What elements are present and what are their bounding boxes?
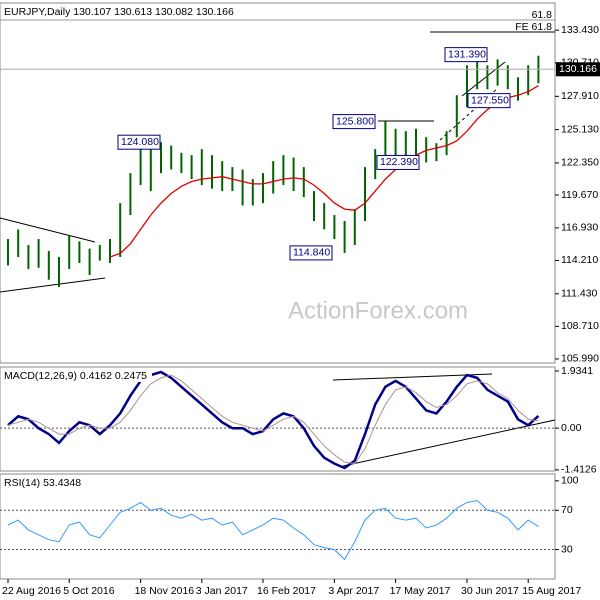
price-annotation: 131.390 xyxy=(448,48,486,60)
panel-title-bg xyxy=(2,5,237,18)
y-tick-label: 0.00 xyxy=(561,422,582,434)
y-tick-label: 116.930 xyxy=(561,222,598,234)
x-tick-label: 3 Jan 2017 xyxy=(196,585,248,597)
macd-panel xyxy=(0,366,556,472)
y-tick-label: -1.4126 xyxy=(561,464,597,476)
price-annotation: 114.840 xyxy=(293,247,330,259)
last-price-label: 130.166 xyxy=(559,63,597,75)
price-annotation-box xyxy=(117,134,161,150)
price-annotation: 127.550 xyxy=(471,94,509,106)
panel-title: MACD(12,26,9) 0.4162 0.2475 xyxy=(4,370,147,382)
price-annotation: 122.390 xyxy=(380,156,418,168)
x-tick-label: 22 Aug 2016 xyxy=(2,585,61,597)
price-annotation: 124.080 xyxy=(121,136,159,148)
fib-label: 61.8 xyxy=(532,9,553,21)
price-annotation-box xyxy=(444,47,488,63)
price-annotation-box xyxy=(289,245,333,261)
x-tick-label: 18 Nov 2016 xyxy=(135,585,195,597)
panel-title: RSI(14) 53.4348 xyxy=(4,477,81,489)
x-tick-label: 17 May 2017 xyxy=(390,585,451,597)
y-tick-label: 30 xyxy=(561,543,573,555)
y-tick-label: 70 xyxy=(561,504,573,516)
y-tick-label: 125.130 xyxy=(561,123,599,135)
indicator-line xyxy=(7,374,539,465)
trendline xyxy=(0,217,96,243)
moving-average xyxy=(109,85,539,258)
y-tick-label: 1.9341 xyxy=(561,365,593,377)
price-panel xyxy=(0,2,556,364)
trendline xyxy=(439,87,499,141)
watermark: ActionForex.com xyxy=(288,297,468,324)
trendline xyxy=(0,277,106,293)
panel-title-bg xyxy=(2,476,152,489)
x-tick-label: 15 Aug 2017 xyxy=(522,585,581,597)
indicator-line xyxy=(7,370,540,470)
y-tick-label: 105.990 xyxy=(561,353,599,365)
y-tick-label: 114.210 xyxy=(561,254,598,266)
y-tick-label: 100 xyxy=(561,475,579,487)
x-tick-label: 16 Feb 2017 xyxy=(257,585,316,597)
x-tick-label: 3 Apr 2017 xyxy=(328,585,379,597)
price-annotation-box xyxy=(467,93,511,109)
panel-title-bg xyxy=(2,369,152,382)
y-tick-label: 108.710 xyxy=(561,320,599,332)
y-tick-label: 122.350 xyxy=(561,157,599,169)
x-tick-label: 5 Oct 2016 xyxy=(63,585,115,597)
y-tick-label: 127.910 xyxy=(561,90,599,102)
fe-label: FE 61.8 xyxy=(515,21,552,33)
price-annotation-box xyxy=(332,114,376,130)
y-tick-label: 119.670 xyxy=(561,189,598,201)
panel-title: EURJPY,Daily 130.107 130.613 130.082 130… xyxy=(4,6,234,18)
last-price-box xyxy=(556,62,600,77)
y-tick-label: 111.430 xyxy=(561,288,598,300)
trendline xyxy=(342,419,556,467)
y-tick-label: 133.430 xyxy=(561,24,599,36)
rsi-panel xyxy=(0,473,556,580)
indicator-line xyxy=(7,499,539,561)
price-annotation-box xyxy=(376,154,420,170)
price-annotation: 125.800 xyxy=(336,115,374,127)
x-tick-label: 30 Jun 2017 xyxy=(461,585,519,597)
